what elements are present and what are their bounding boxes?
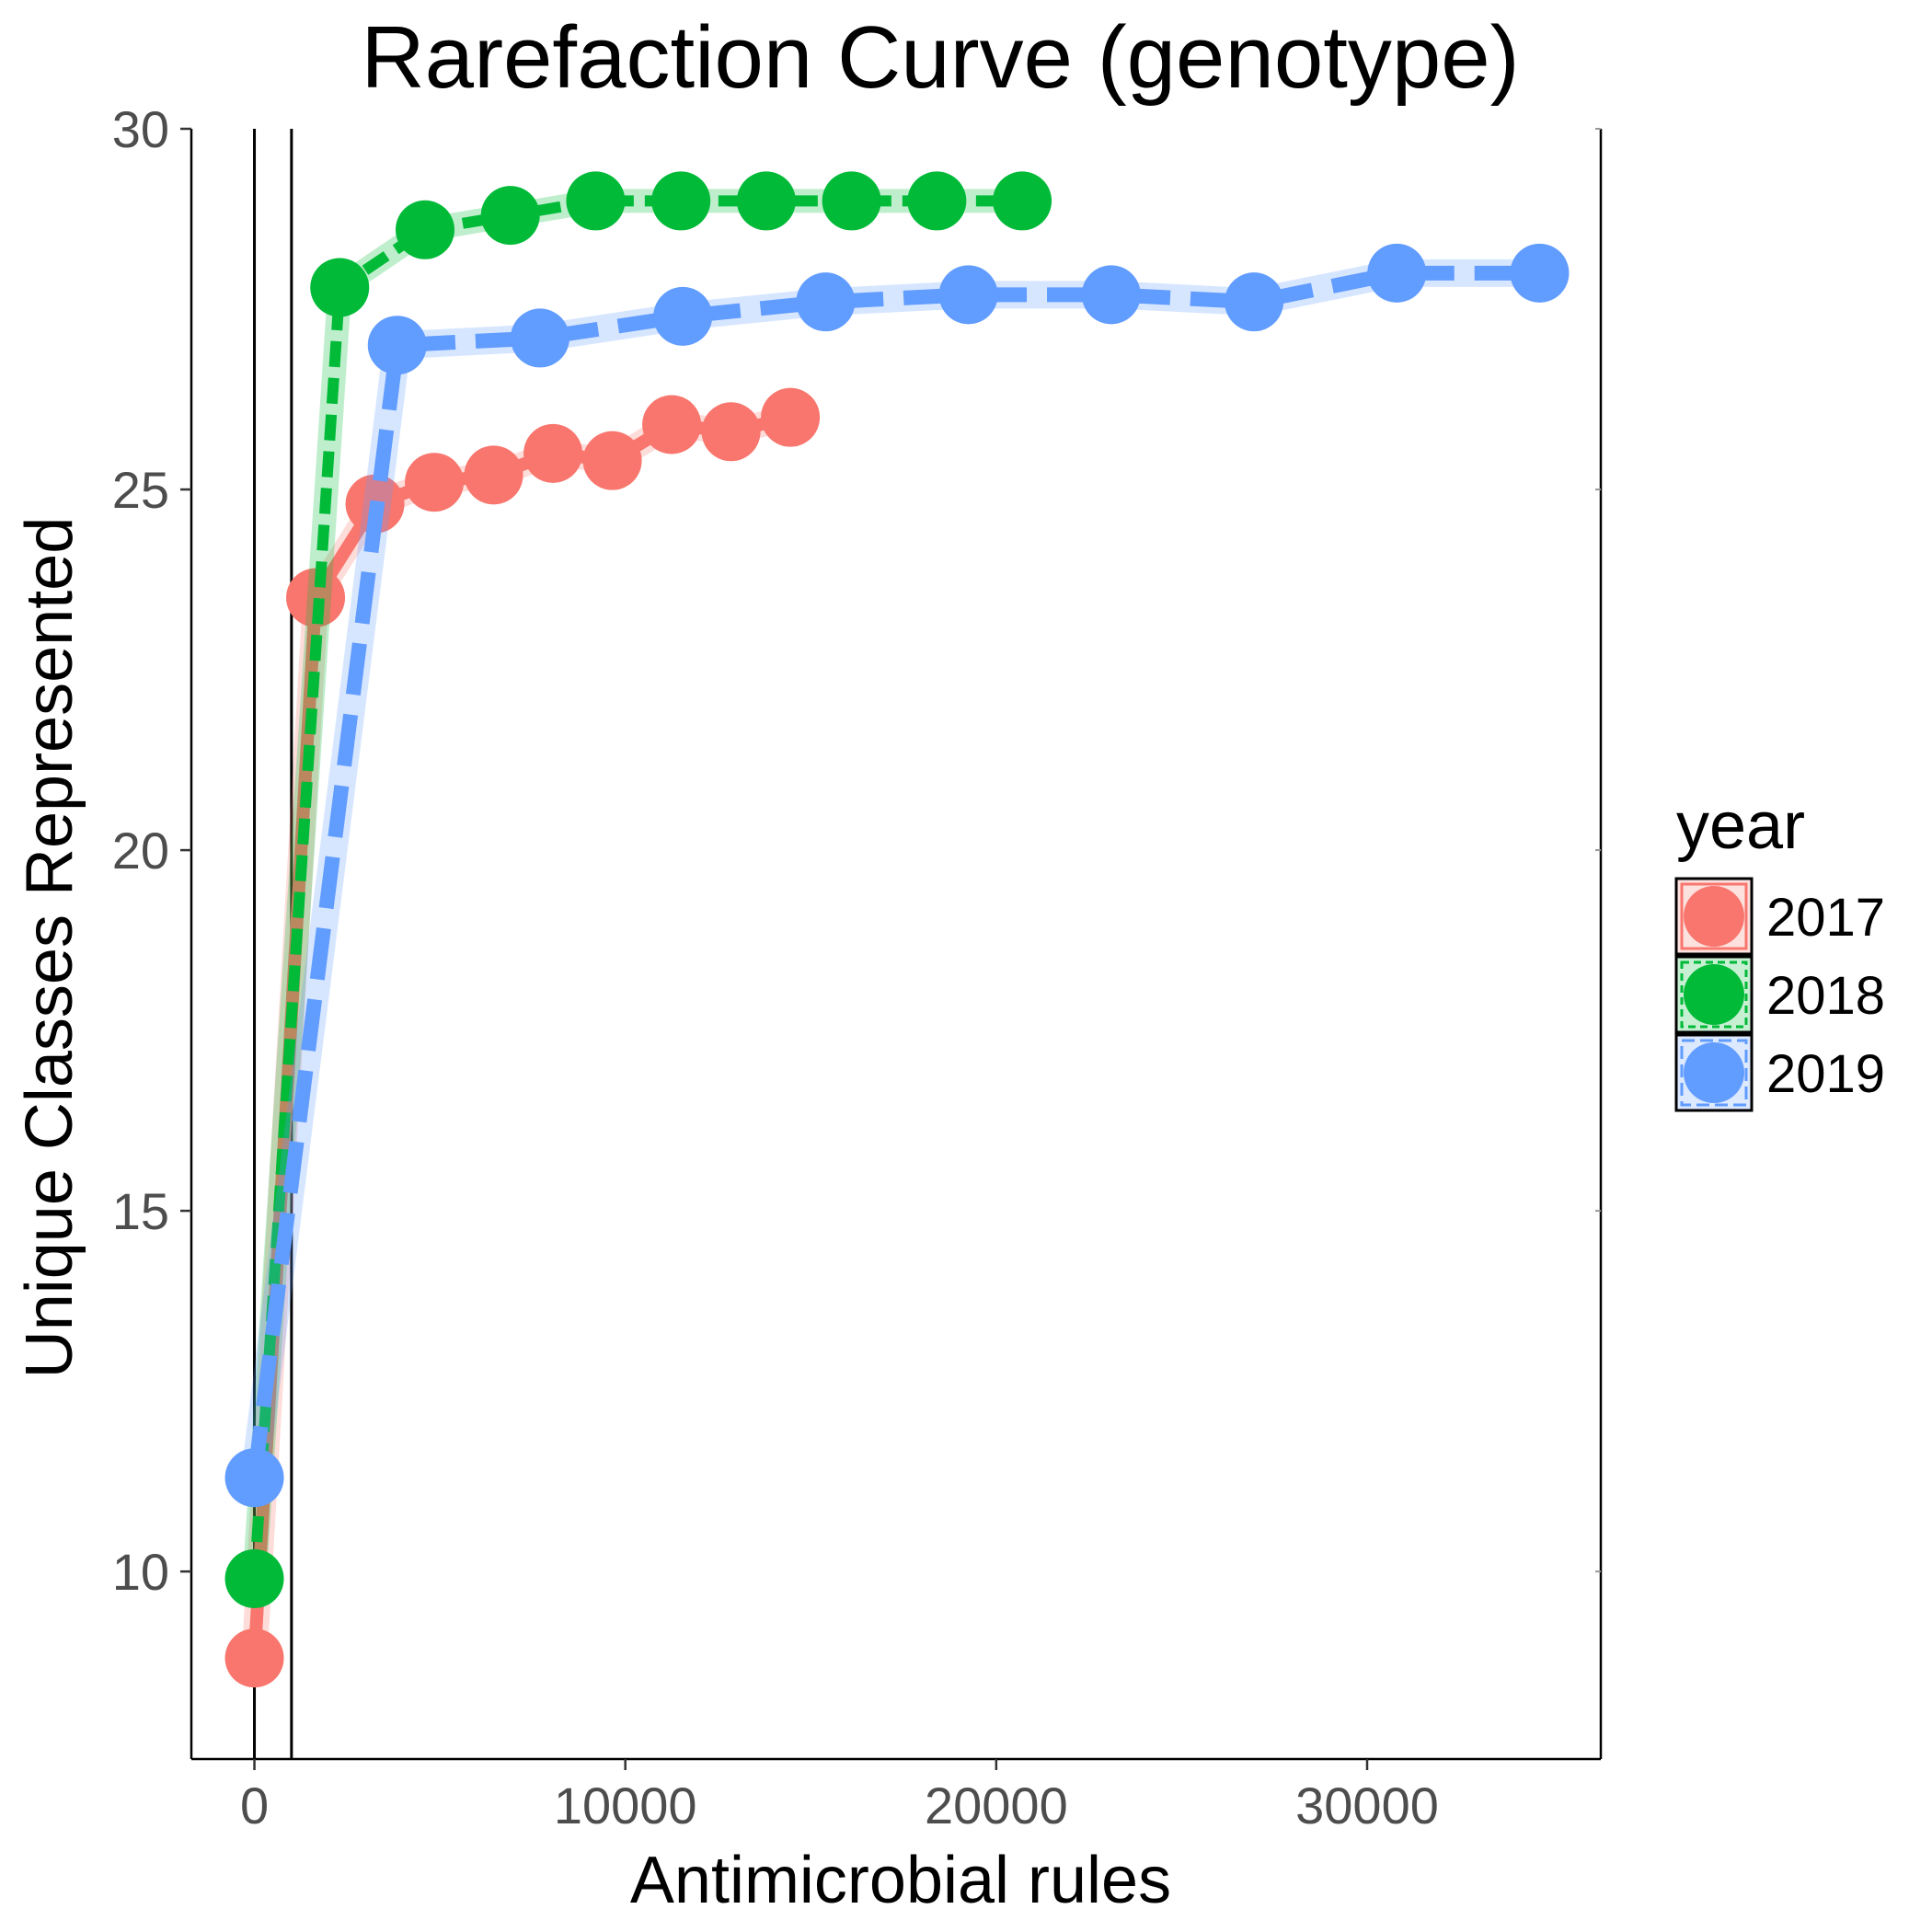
series-ribbon: [240, 259, 1540, 1480]
y-tick-label: 10: [112, 1543, 169, 1601]
y-tick-label: 30: [112, 100, 169, 158]
data-point: [822, 171, 881, 231]
series-line: [247, 265, 1540, 1479]
series-ribbon: [242, 189, 1023, 1580]
legend-item-2018: 2018: [1674, 955, 1885, 1034]
chart-title: Rarefaction Curve (genotype): [361, 8, 1519, 107]
legend-item-2017: 2017: [1674, 877, 1885, 956]
data-point: [1225, 272, 1284, 332]
y-tick-label: 15: [112, 1182, 169, 1240]
legend-label: 2019: [1766, 1044, 1885, 1104]
data-point: [1510, 243, 1570, 303]
legend-key-marker: [1684, 1042, 1744, 1103]
data-point: [566, 171, 626, 231]
data-point: [701, 402, 761, 462]
series-line: [248, 195, 1023, 1580]
y-tick-label: 20: [112, 822, 169, 880]
data-point: [224, 1628, 284, 1688]
legend-item-2019: 2019: [1674, 1033, 1885, 1112]
legend-title: year: [1676, 789, 1805, 863]
data-point: [367, 316, 427, 375]
series-2019: [224, 243, 1570, 1508]
data-point: [642, 395, 702, 454]
data-point: [653, 286, 713, 346]
data-point: [1081, 265, 1141, 325]
legend-label: 2018: [1766, 966, 1885, 1026]
legend-key-marker: [1684, 964, 1744, 1025]
legend-key-marker: [1684, 886, 1744, 947]
data-point: [464, 445, 523, 505]
data-point: [796, 272, 856, 332]
x-tick-label: 10000: [554, 1777, 697, 1834]
x-axis-title: Antimicrobial rules: [630, 1844, 1171, 1917]
data-point: [582, 431, 642, 490]
legend-label: 2017: [1766, 888, 1885, 948]
data-point: [286, 568, 346, 627]
y-axis-title: Unique Classes Represented: [13, 517, 86, 1379]
data-point: [480, 186, 540, 246]
data-point: [1367, 243, 1427, 303]
x-tick-label: 0: [240, 1777, 269, 1834]
series-2017: [224, 387, 821, 1688]
series-line: [247, 410, 792, 1659]
series-layer: [224, 171, 1570, 1688]
data-point: [224, 1448, 284, 1508]
x-tick-label: 20000: [925, 1777, 1068, 1834]
legend-key-line: [1680, 960, 1748, 1029]
data-point: [938, 265, 998, 325]
legend-key-line: [1680, 882, 1748, 950]
series-2018: [224, 171, 1052, 1608]
data-point: [907, 171, 967, 231]
data-point: [736, 171, 796, 231]
x-tick-label: 30000: [1295, 1777, 1439, 1834]
data-point: [395, 200, 454, 259]
data-point: [310, 258, 370, 317]
data-point: [993, 171, 1052, 231]
data-point: [405, 453, 465, 512]
legend-key-line: [1680, 1039, 1748, 1107]
data-point: [761, 387, 821, 447]
data-point: [510, 308, 569, 368]
data-point: [224, 1548, 284, 1608]
legend: year 2017 2018 2019: [1674, 789, 1885, 1112]
y-tick-label: 25: [112, 461, 169, 519]
data-point: [523, 423, 583, 483]
data-point: [651, 171, 711, 231]
